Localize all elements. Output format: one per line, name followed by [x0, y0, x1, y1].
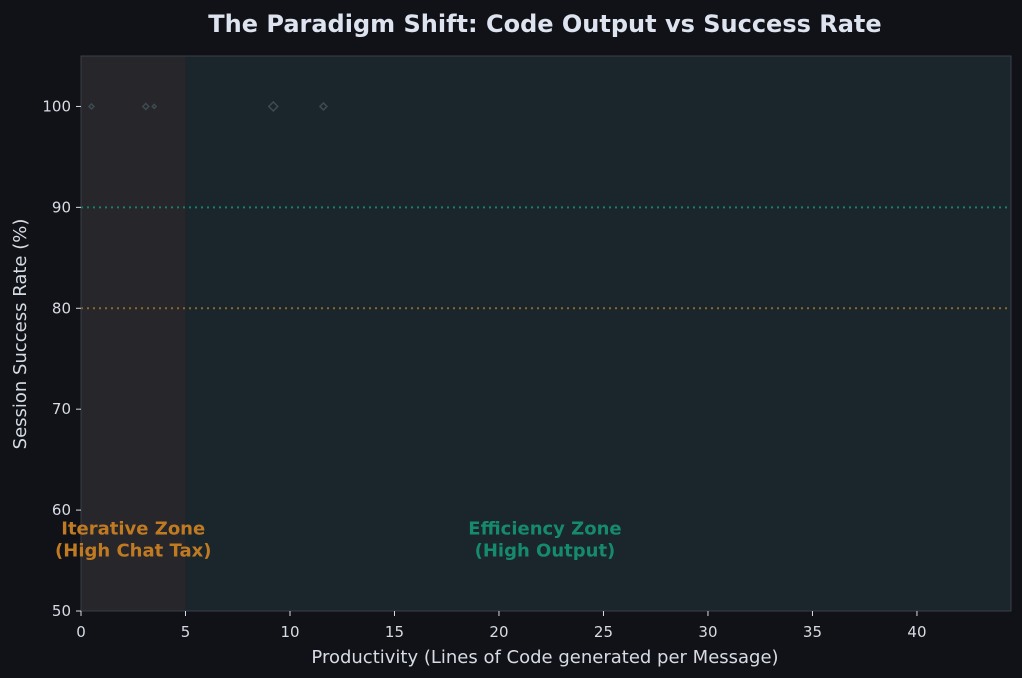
- zone-labels: Iterative Zone(High Chat Tax) Efficiency …: [55, 518, 622, 561]
- chart-title: The Paradigm Shift: Code Output vs Succe…: [208, 10, 881, 38]
- x-tick-label-15: 15: [385, 623, 404, 641]
- points-layer: [87, 100, 328, 113]
- y-tick-label-50: 50: [52, 602, 71, 620]
- x-tick-label-25: 25: [594, 623, 613, 641]
- x-tick-label-30: 30: [698, 623, 717, 641]
- x-tick-label-0: 0: [76, 623, 86, 641]
- y-tick-label-60: 60: [52, 501, 71, 519]
- zone-label-0-line2: (High Chat Tax): [55, 540, 211, 561]
- reference-lines-layer: [81, 206, 1011, 310]
- plot-frame: [80, 55, 1012, 612]
- data-point-4: [318, 101, 328, 112]
- zone-label-1-line1: Efficiency Zone: [468, 518, 621, 539]
- y-axis-label: Session Success Rate (%): [10, 219, 31, 450]
- y-tick-label-90: 90: [52, 198, 71, 216]
- zone-label-0-line1: Iterative Zone: [61, 518, 205, 539]
- x-ticks: 0 5 10 15 20 25 30 35 40: [76, 611, 927, 641]
- zone-1: [185, 56, 1011, 611]
- x-tick-label-5: 5: [181, 623, 191, 641]
- zone-0: [81, 56, 186, 611]
- data-point-2: [151, 103, 158, 110]
- x-axis-label: Productivity (Lines of Code generated pe…: [311, 647, 778, 668]
- data-point-3: [267, 100, 279, 113]
- data-point-1: [141, 102, 150, 111]
- y-tick-label-80: 80: [52, 299, 71, 317]
- zones-layer: [81, 56, 1011, 611]
- zone-label-1-line2: (High Output): [475, 540, 616, 561]
- y-ticks: 50 60 70 80 90 100: [42, 97, 81, 620]
- x-tick-label-35: 35: [803, 623, 822, 641]
- x-tick-label-40: 40: [907, 623, 926, 641]
- data-point-0: [87, 102, 96, 111]
- y-tick-label-100: 100: [42, 97, 71, 115]
- y-tick-label-70: 70: [52, 400, 71, 418]
- x-tick-label-20: 20: [489, 623, 508, 641]
- x-tick-label-10: 10: [280, 623, 299, 641]
